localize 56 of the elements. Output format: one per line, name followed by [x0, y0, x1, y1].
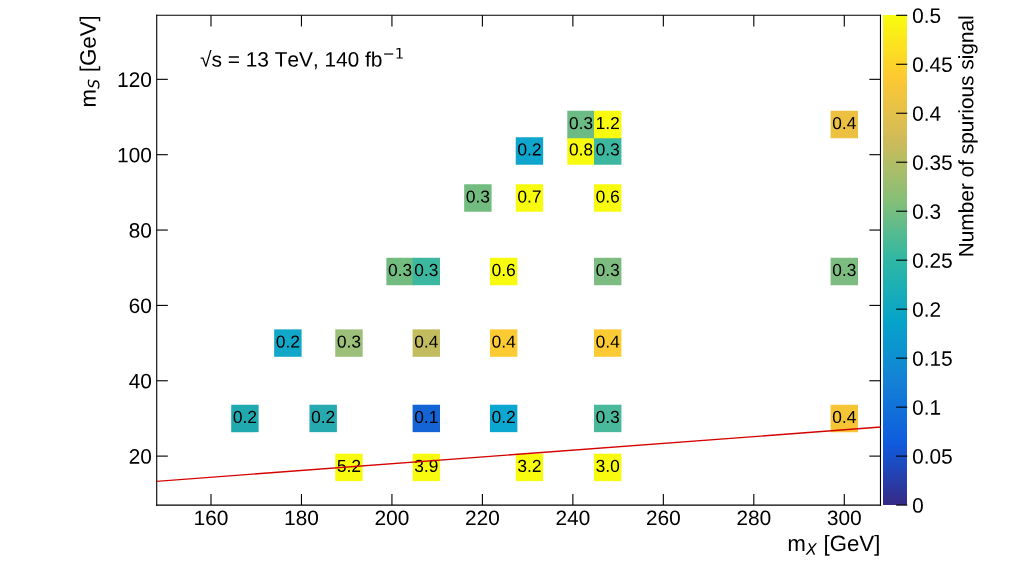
- annotation: 0.3: [596, 263, 620, 277]
- color-bar-label: 0.25: [912, 253, 952, 268]
- x-tick-label: 240: [556, 510, 590, 526]
- annotation: 0.6: [596, 190, 620, 203]
- x-tick-label: 260: [647, 510, 680, 526]
- x-axis-title: m$_{X}$ [GeV]: [788, 534, 879, 556]
- x-tick-label: 280: [737, 510, 771, 526]
- annotation: 0.6: [492, 263, 515, 277]
- x-tick-label: 300: [827, 510, 861, 526]
- annotation: 0.3: [596, 143, 620, 156]
- annotation: 0.8: [569, 143, 593, 156]
- x-tick-label: 160: [195, 510, 228, 526]
- color-bar-label: 0.3: [912, 204, 941, 219]
- y-axis-title: m$_{S}$ [GeV]: [79, 16, 101, 107]
- color-bar-label: 0.15: [912, 351, 952, 366]
- color-bar-label: 0.4: [912, 106, 941, 121]
- y-tick-label: 40: [129, 373, 152, 389]
- annotation: 0.2: [311, 410, 335, 424]
- annotation: 0.3: [466, 190, 490, 203]
- annotation: 0.1: [414, 410, 438, 424]
- color-bar-label: 0.1: [912, 400, 941, 415]
- annotation: 0.3: [596, 410, 620, 424]
- y-tick-label: 20: [129, 449, 152, 464]
- color-bar-label: 0.2: [912, 302, 941, 317]
- annotation: 0.3: [569, 116, 593, 130]
- annotation: 0.2: [233, 410, 257, 424]
- annotation: 0.3: [337, 335, 361, 348]
- color-bar-label: 0: [912, 498, 923, 513]
- annotation: 0.2: [276, 335, 300, 348]
- y-tick-label: 60: [129, 298, 152, 314]
- y-tick-label: 100: [118, 147, 152, 163]
- color-bar-label: 0.45: [912, 57, 952, 73]
- annotation: 0.4: [414, 335, 438, 348]
- annotation: 0.3: [414, 263, 438, 277]
- x-tick-label: 180: [285, 510, 319, 526]
- color-bar-label: 0.05: [912, 449, 952, 464]
- x-tick-label: 220: [466, 510, 499, 526]
- color-bar-label: 0.35: [912, 155, 952, 170]
- annotation: 0.2: [492, 410, 515, 424]
- annotation: 3.0: [596, 459, 620, 473]
- annotation: 0.3: [388, 263, 412, 277]
- annotation: √s = 13 TeV, 140 fb$^{−1}$: [200, 47, 403, 70]
- annotation: 0.2: [518, 143, 541, 156]
- annotation: 3.2: [518, 459, 541, 473]
- annotation: 0.4: [832, 116, 856, 130]
- y-tick-label: 80: [129, 223, 152, 238]
- color-bar-label: 0.5: [912, 8, 941, 24]
- color-bar-title: Number of spurious signal: [958, 16, 978, 256]
- annotation: 0.4: [596, 335, 620, 348]
- annotation: 0.7: [518, 190, 541, 203]
- annotation: 1.2: [596, 116, 619, 130]
- annotation: 0.3: [832, 263, 856, 277]
- annotation: 0.4: [832, 410, 856, 424]
- annotation: 0.4: [492, 335, 516, 348]
- x-tick-label: 200: [375, 510, 409, 526]
- y-tick-label: 120: [118, 72, 152, 88]
